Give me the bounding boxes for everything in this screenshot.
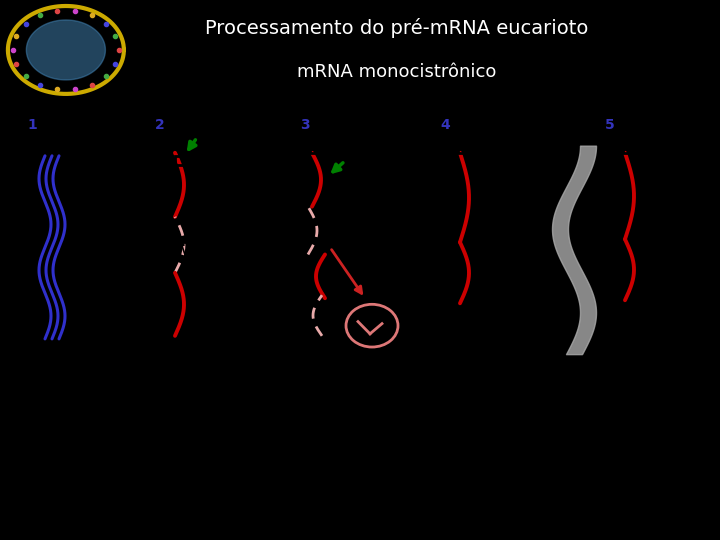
Text: Transcription: Transcription: [27, 131, 77, 140]
Polygon shape: [27, 20, 105, 80]
Bar: [174, 157, 184, 165]
Bar: [310, 144, 318, 153]
Text: 5' methyl-guanine cap: 5' methyl-guanine cap: [155, 140, 241, 150]
Bar: [168, 138, 178, 147]
Text: nucleus: nucleus: [615, 140, 644, 150]
Text: poly-A tail: poly-A tail: [440, 140, 479, 150]
Text: 3: 3: [300, 118, 310, 132]
Text: mRNA monocistrônico: mRNA monocistrônico: [297, 63, 496, 81]
Bar: [457, 144, 467, 153]
Text: Introns: Introns: [190, 280, 217, 289]
Bar: [623, 144, 631, 153]
Text: AAAA: AAAA: [613, 313, 621, 335]
Text: 5: 5: [605, 118, 615, 132]
Text: Addition of: Addition of: [440, 131, 482, 140]
Text: 2: 2: [155, 118, 165, 132]
Text: Exons: Exons: [130, 294, 153, 303]
Text: Introns are discarded: Introns are discarded: [338, 356, 415, 362]
Text: 4: 4: [440, 118, 450, 132]
Text: AAAA: AAAA: [448, 313, 456, 335]
Text: Transport outside: Transport outside: [615, 131, 682, 140]
Text: 1: 1: [27, 118, 37, 132]
Text: Processamento do pré-mRNA eucarioto: Processamento do pré-mRNA eucarioto: [204, 18, 588, 38]
Text: Splicing: Splicing: [312, 131, 359, 144]
Text: Addition of: Addition of: [155, 131, 197, 140]
